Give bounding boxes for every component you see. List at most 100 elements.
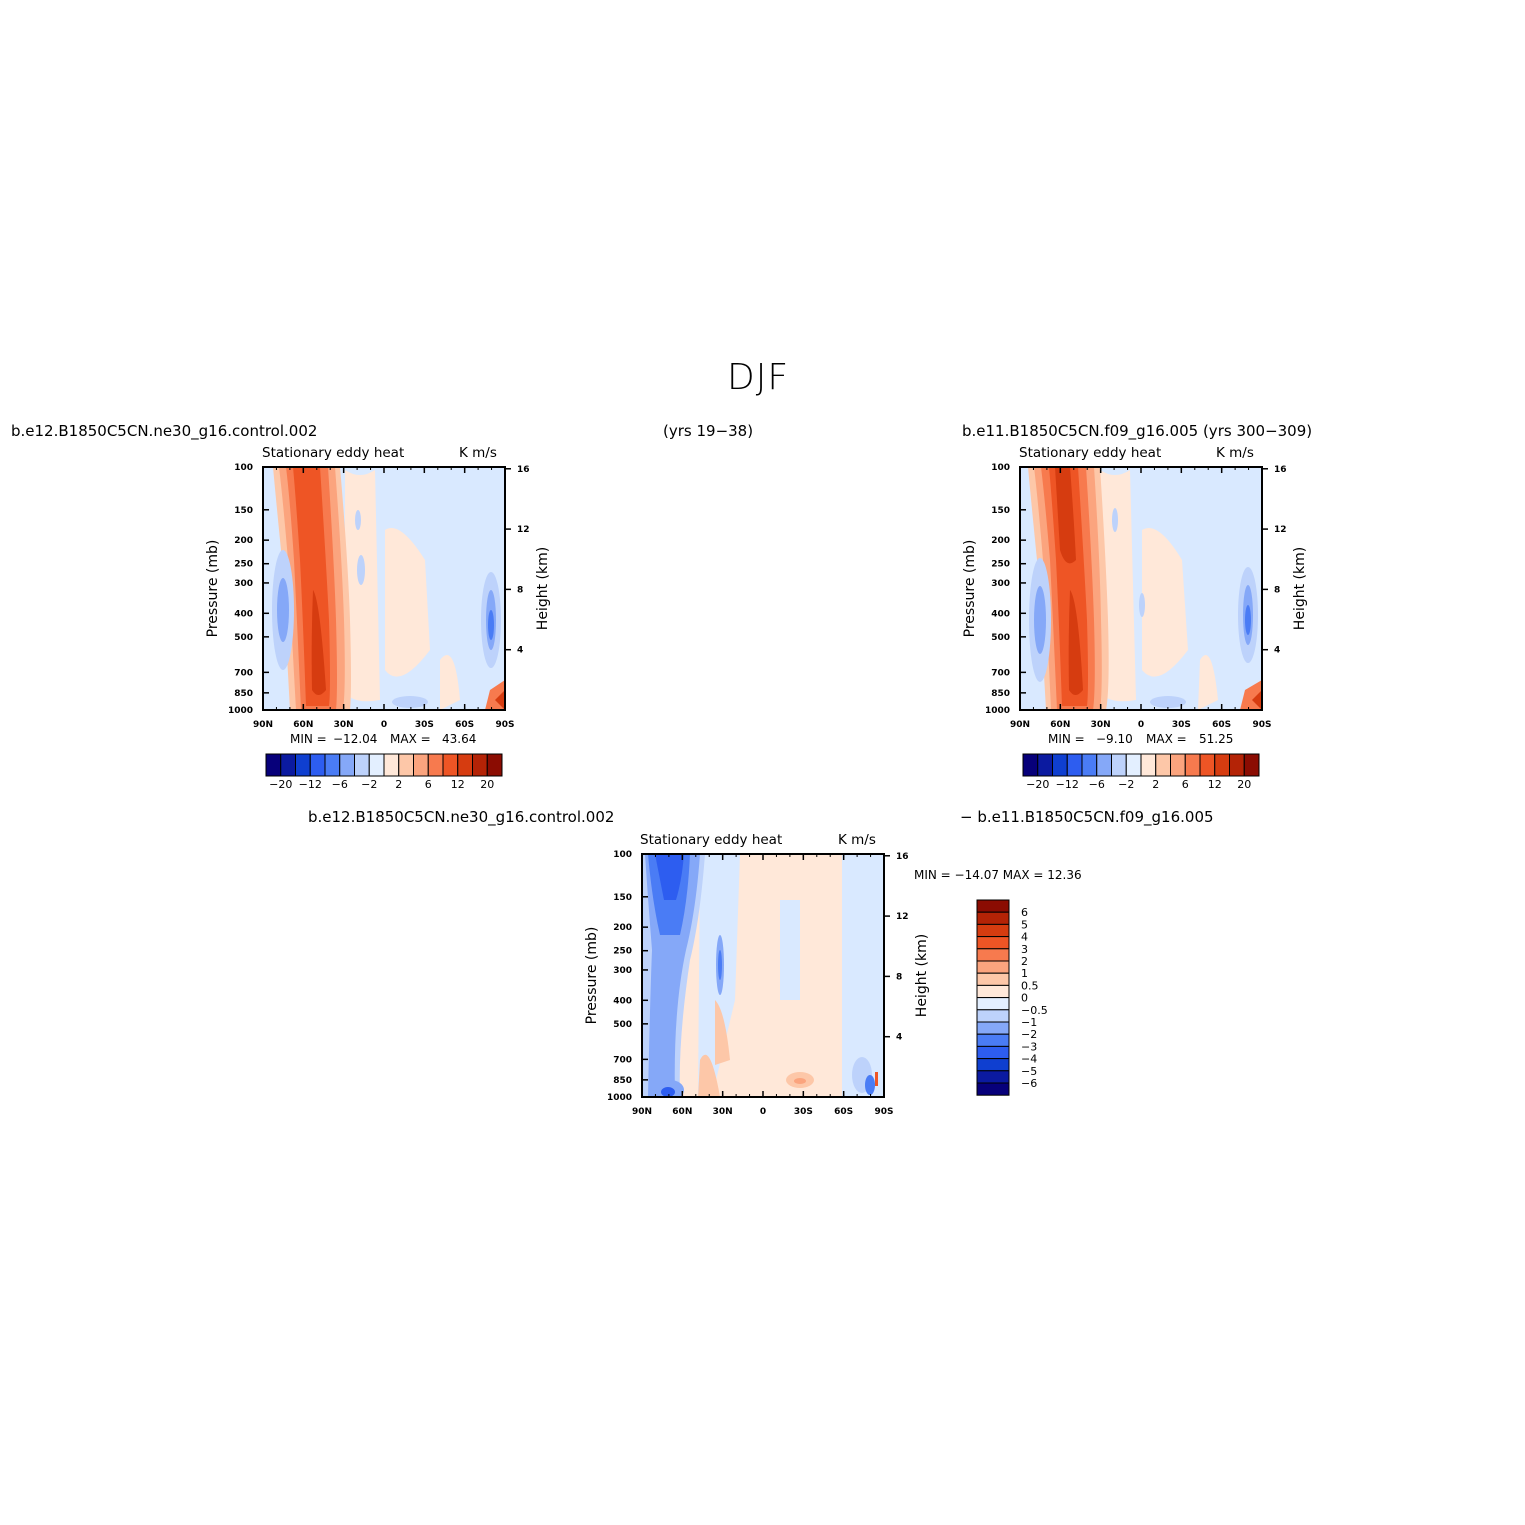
difference-colorbar-box xyxy=(976,936,1010,950)
difference-colorbar-box xyxy=(976,960,1010,974)
difference-ytick-label: 850 xyxy=(613,1076,632,1086)
top-right-xtick-label: 60S xyxy=(1212,720,1231,730)
top-left-xtick-label: 30N xyxy=(334,720,354,730)
top-right-min: −9.10 xyxy=(1096,732,1133,746)
difference-ytick-label: 300 xyxy=(613,966,632,976)
difference-xtick-label: 90S xyxy=(874,1107,893,1117)
top-right-colorbar-box xyxy=(1199,753,1216,777)
difference-colorbar-label: −2 xyxy=(1021,1028,1037,1041)
top-left-colorbar-box xyxy=(309,753,326,777)
top-left-colorbar-label: −6 xyxy=(332,778,348,791)
top-right-ytick-label: 300 xyxy=(991,579,1010,589)
difference-colorbar-label: 1 xyxy=(1021,967,1028,980)
difference-ytick-label: 250 xyxy=(613,947,632,957)
difference-case-b: − b.e11.B1850C5CN.f09_g16.005 xyxy=(960,808,1214,826)
top-right-yright-label: 12 xyxy=(1274,525,1287,535)
top-right-colorbar-box xyxy=(1066,753,1083,777)
top-left-ytick-label: 1000 xyxy=(228,706,253,716)
difference-colorbar-box xyxy=(976,1058,1010,1072)
top-left-ytick-label: 300 xyxy=(234,579,253,589)
difference-colorbar-label: 6 xyxy=(1021,906,1028,919)
top-right-ytick-label: 850 xyxy=(991,689,1010,699)
difference-stats: MIN = −14.07 MAX = 12.36 xyxy=(914,868,1082,882)
top-left-colorbar-box xyxy=(472,753,488,777)
top-right-colorbar-label: 2 xyxy=(1152,778,1159,791)
top-left-colorbar-box xyxy=(324,753,341,777)
difference-colorbar-box xyxy=(976,911,1010,925)
difference-colorbar-label: 3 xyxy=(1021,943,1028,956)
top-right-colorbar-box xyxy=(1243,753,1260,777)
top-left-plot-field xyxy=(263,467,505,710)
top-right-colorbar-box xyxy=(1229,753,1245,777)
top-left-colorbar-box xyxy=(368,753,385,777)
top-left-ytick-label: 200 xyxy=(234,536,253,546)
top-left-yright-label: 12 xyxy=(517,525,530,535)
top-right-colorbar-label: −12 xyxy=(1056,778,1079,791)
difference-field-title: Stationary eddy heat xyxy=(640,832,783,848)
top-right-yright-label: 4 xyxy=(1274,646,1280,656)
difference-ytick-label: 100 xyxy=(613,850,632,860)
difference-colorbar-box xyxy=(976,923,1010,938)
top-left-colorbar-box xyxy=(265,753,282,777)
top-right-ytick-label: 500 xyxy=(991,633,1010,643)
difference-colorbar-label: 4 xyxy=(1021,931,1028,944)
top-right-xtick-label: 60N xyxy=(1050,720,1070,730)
difference-plot-field xyxy=(642,854,884,1097)
top-right-colorbar-box xyxy=(1155,753,1171,777)
top-right-ytick-label: 700 xyxy=(991,668,1010,678)
difference-yright-label: 8 xyxy=(896,972,902,982)
top-right-field-title: Stationary eddy heat xyxy=(1019,445,1162,461)
top-right-colorbar-box xyxy=(1022,753,1039,777)
difference-ytick-label: 1000 xyxy=(607,1093,632,1103)
difference-colorbar-label: 2 xyxy=(1021,955,1028,968)
top-right-ytick-label: 100 xyxy=(991,463,1010,473)
top-right-colorbar-box xyxy=(1214,753,1230,777)
top-right-colorbar-box xyxy=(1140,753,1157,777)
top-right-case-name: b.e11.B1850C5CN.f09_g16.005 (yrs 300−309… xyxy=(962,422,1313,440)
top-left-ytick-label: 400 xyxy=(234,609,253,619)
top-left-xtick-label: 90S xyxy=(495,720,514,730)
top-left-xtick-label: 60N xyxy=(293,720,313,730)
top-left-xtick-label: 0 xyxy=(381,720,387,730)
difference-colorbar-box xyxy=(976,1082,1010,1096)
difference-ytick-label: 200 xyxy=(613,923,632,933)
top-right-colorbar-label: −20 xyxy=(1026,778,1049,791)
top-left-colorbar-box xyxy=(339,753,355,777)
difference-xtick-label: 30N xyxy=(713,1107,733,1117)
top-right-max-label: MAX = xyxy=(1146,732,1187,746)
top-left-colorbar-box xyxy=(442,753,459,777)
difference-ylabel-right: Height (km) xyxy=(914,934,930,1017)
top-right-colorbar-label: 6 xyxy=(1182,778,1189,791)
top-left-colorbar-box xyxy=(383,753,400,777)
difference-colorbar-label: −1 xyxy=(1021,1016,1037,1029)
top-left-colorbar-box xyxy=(486,753,503,777)
top-left-colorbar-box xyxy=(413,753,429,777)
top-left-colorbar-box xyxy=(457,753,473,777)
top-left-ytick-label: 250 xyxy=(234,560,253,570)
top-right-colorbar-box xyxy=(1096,753,1112,777)
top-right-colorbar-label: 20 xyxy=(1237,778,1251,791)
difference-yright-label: 12 xyxy=(896,912,909,922)
difference-colorbar-label: −6 xyxy=(1021,1077,1037,1090)
top-left-colorbar-label: −12 xyxy=(299,778,322,791)
top-left-ytick-label: 500 xyxy=(234,633,253,643)
top-left-ytick-label: 700 xyxy=(234,668,253,678)
top-right-colorbar-box xyxy=(1081,753,1098,777)
top-right-colorbar-box xyxy=(1170,753,1186,777)
top-right-ytick-label: 250 xyxy=(991,560,1010,570)
difference-ytick-label: 700 xyxy=(613,1055,632,1065)
top-right-max: 51.25 xyxy=(1199,732,1234,746)
top-left-colorbar-box xyxy=(427,753,444,777)
top-left-colorbar-label: 12 xyxy=(451,778,465,791)
top-right-ytick-label: 200 xyxy=(991,536,1010,546)
difference-colorbar-box xyxy=(976,948,1010,962)
top-right-colorbar-box xyxy=(1052,753,1068,777)
top-left-colorbar-label: 2 xyxy=(395,778,402,791)
top-left-ylabel: Pressure (mb) xyxy=(205,540,221,638)
difference-colorbar-label: 0 xyxy=(1021,992,1028,1005)
top-left-colorbar-box xyxy=(354,753,370,777)
top-left-colorbar-box xyxy=(295,753,311,777)
difference-colorbar-box xyxy=(976,997,1010,1011)
top-left-yright-label: 8 xyxy=(517,585,523,595)
